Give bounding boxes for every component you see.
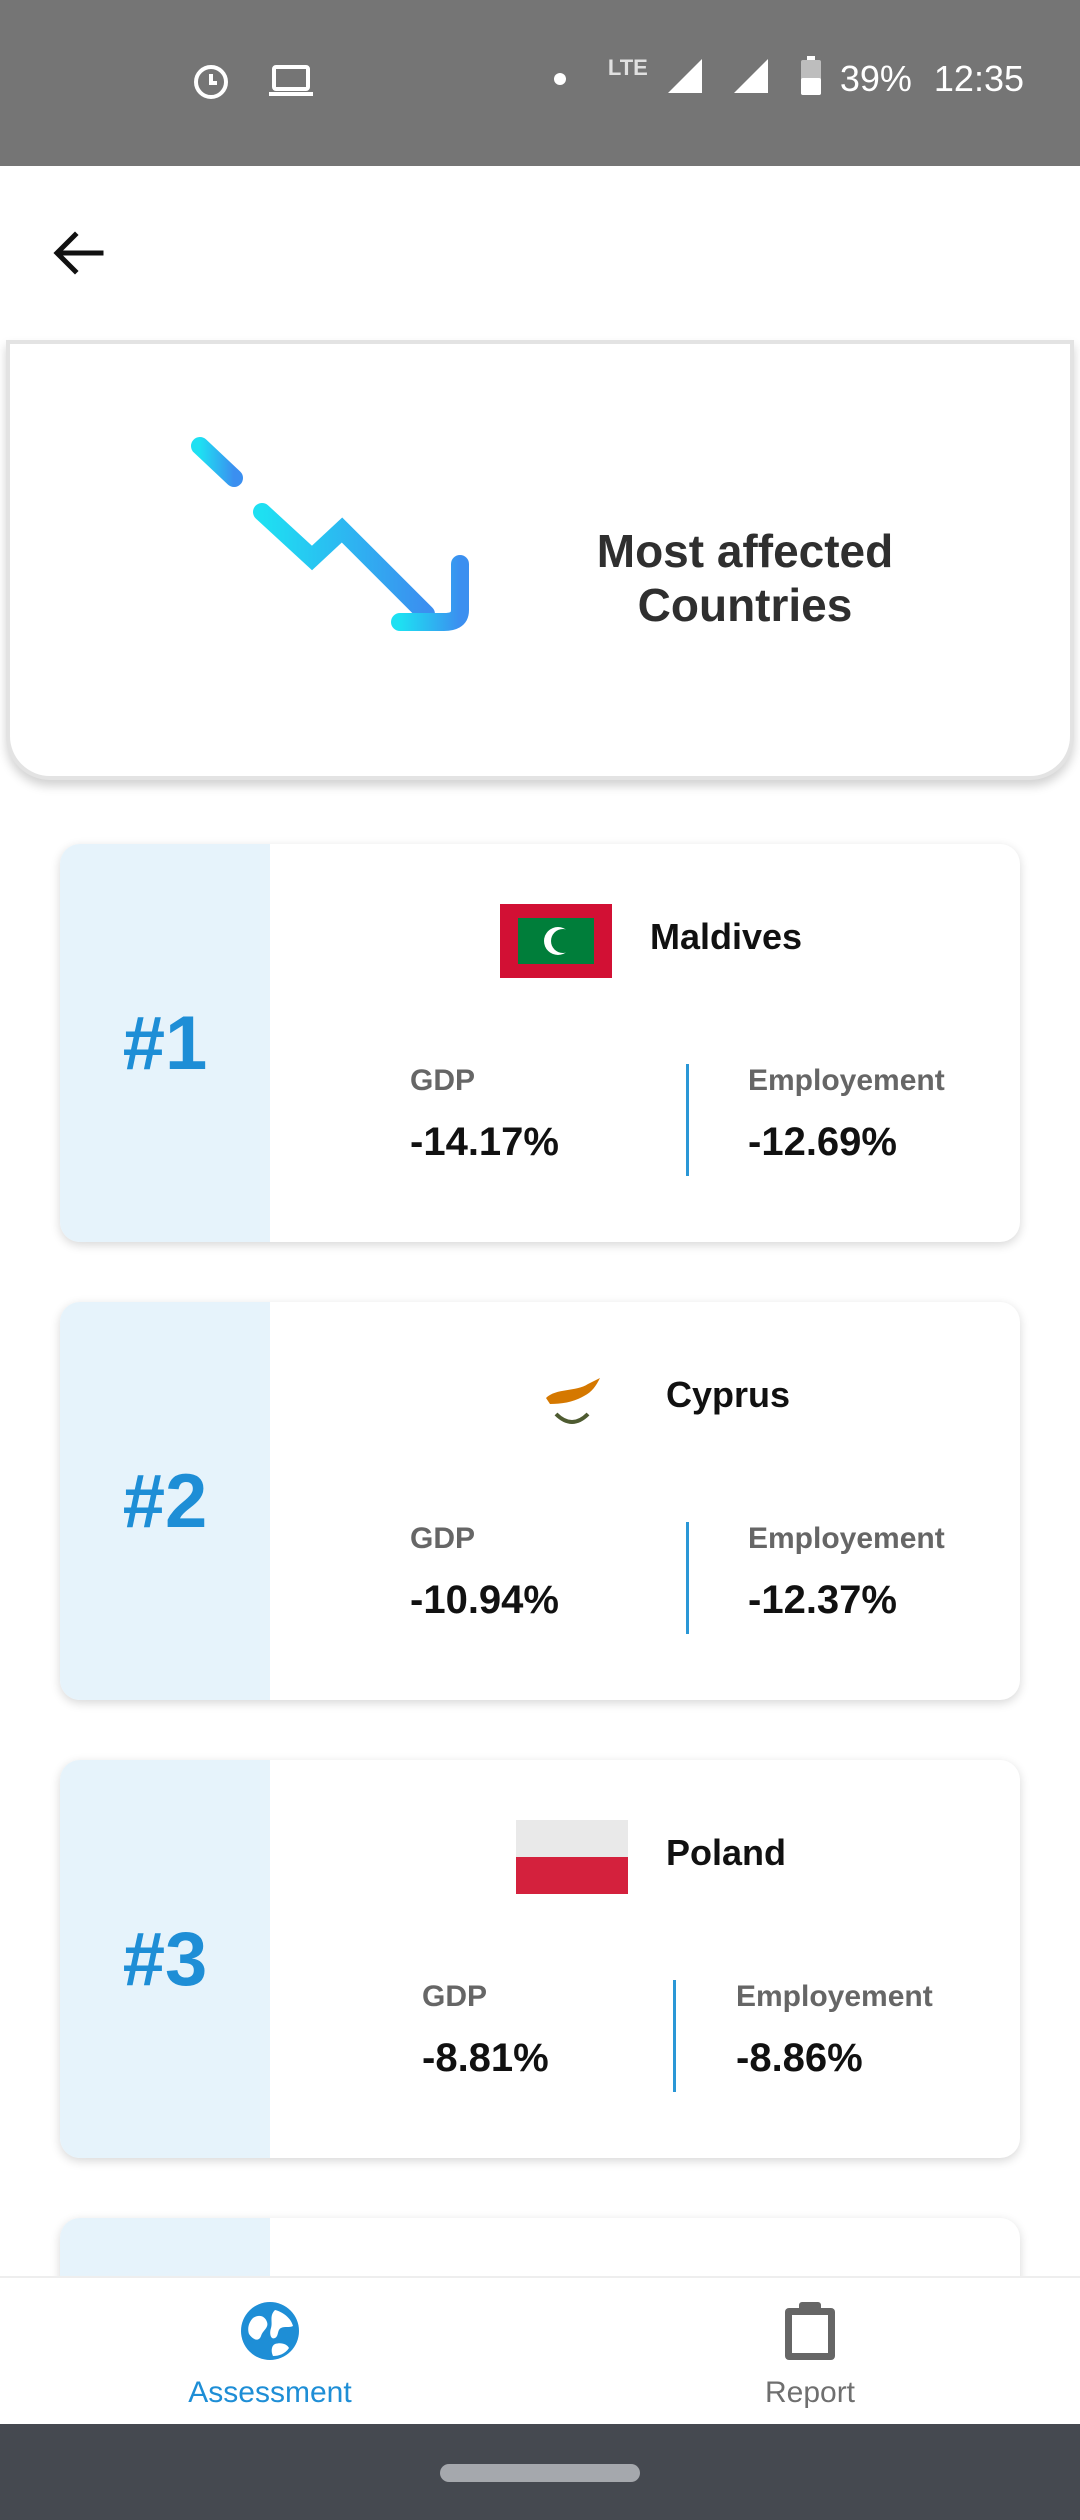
employment-metric: Employement -12.69% — [748, 1064, 945, 1165]
hero-title: Most affected Countries — [570, 524, 920, 632]
country-card[interactable]: #1 Maldives GDP -14.17% Employement -12.… — [60, 844, 1020, 1242]
poland-flag — [516, 1820, 628, 1894]
metric-divider — [673, 1980, 676, 2092]
globe-icon — [241, 2302, 299, 2360]
country-list[interactable]: #1 Maldives GDP -14.17% Employement -12.… — [0, 780, 1080, 2276]
employment-label: Employement — [748, 1064, 945, 1097]
gdp-metric: GDP -10.94% — [410, 1522, 559, 1623]
gdp-label: GDP — [410, 1522, 476, 1555]
rank-panel: #1 — [60, 844, 270, 1242]
hero-title-line-2: Countries — [637, 579, 853, 631]
country-header: Maldives — [270, 904, 1020, 984]
rank-label: #1 — [122, 1000, 208, 1086]
country-header: Poland — [270, 1820, 1020, 1900]
employment-label: Employement — [736, 1980, 933, 2013]
country-name: Maldives — [650, 916, 803, 957]
country-card[interactable]: #3 Poland GDP -8.81% Employement -8.86% — [60, 1760, 1020, 2158]
arrow-left-icon — [53, 231, 104, 275]
metric-divider — [686, 1064, 689, 1176]
alarm-clock-icon — [190, 60, 232, 107]
hero-card: Most affected Countries — [6, 340, 1074, 780]
rank-label: #2 — [122, 1458, 208, 1544]
employment-value: -8.86% — [736, 2036, 863, 2080]
hero-title-line-1: Most affected — [596, 525, 894, 577]
app-bar — [0, 166, 1080, 336]
rank-panel: #2 — [60, 1302, 270, 1700]
cyprus-flag — [516, 1362, 628, 1436]
clock: 12:35 — [933, 57, 1024, 99]
rank-panel: #3 — [60, 1760, 270, 2158]
gdp-metric: GDP -8.81% — [422, 1980, 549, 2081]
maldives-flag — [500, 904, 612, 978]
clipboard-icon — [785, 2302, 835, 2360]
laptop-icon — [268, 63, 314, 104]
nav-label-assessment: Assessment — [188, 2376, 352, 2409]
employment-value: -12.69% — [748, 1120, 897, 1164]
nav-item-report[interactable]: Report — [540, 2278, 1080, 2426]
lte-indicator: LTE — [607, 54, 648, 80]
battery-percentage: 39% — [839, 57, 912, 99]
metric-divider — [686, 1522, 689, 1634]
metrics-row: GDP -14.17% Employement -12.69% — [270, 1064, 1020, 1184]
status-bar: LTE 39% 12:35 — [0, 0, 1080, 166]
nav-item-assessment[interactable]: Assessment — [0, 2278, 540, 2426]
nav-label-report: Report — [764, 2376, 856, 2409]
employment-label: Employement — [748, 1522, 945, 1555]
home-gesture-pill[interactable] — [440, 2464, 640, 2482]
country-header: Cyprus — [270, 1362, 1020, 1442]
battery-icon — [800, 56, 822, 101]
system-navigation-bar — [0, 2424, 1080, 2520]
gdp-metric: GDP -14.17% — [410, 1064, 559, 1165]
employment-metric: Employement -8.86% — [736, 1980, 933, 2081]
metrics-row: GDP -10.94% Employement -12.37% — [270, 1522, 1020, 1642]
chart-decline-icon — [190, 437, 469, 723]
bottom-navigation: Assessment Report — [0, 2276, 1080, 2424]
country-card[interactable] — [60, 2218, 1020, 2276]
metrics-row: GDP -8.81% Employement -8.86% — [270, 1980, 1020, 2100]
back-button[interactable] — [40, 214, 118, 292]
gdp-label: GDP — [410, 1064, 476, 1097]
signal-icon — [666, 57, 704, 100]
gdp-value: -8.81% — [422, 2036, 549, 2080]
employment-value: -12.37% — [748, 1578, 897, 1622]
gdp-value: -14.17% — [410, 1120, 559, 1164]
gdp-label: GDP — [422, 1980, 488, 2013]
employment-metric: Employement -12.37% — [748, 1522, 945, 1623]
notification-dot-icon — [553, 72, 566, 85]
country-name: Poland — [666, 1832, 787, 1873]
rank-panel — [60, 2218, 270, 2276]
gdp-value: -10.94% — [410, 1578, 559, 1622]
country-name: Cyprus — [666, 1374, 791, 1415]
rank-label: #3 — [122, 1916, 208, 2002]
signal-icon — [732, 57, 770, 100]
country-card[interactable]: #2 Cyprus GDP -10.94% Employement -12.37… — [60, 1302, 1020, 1700]
